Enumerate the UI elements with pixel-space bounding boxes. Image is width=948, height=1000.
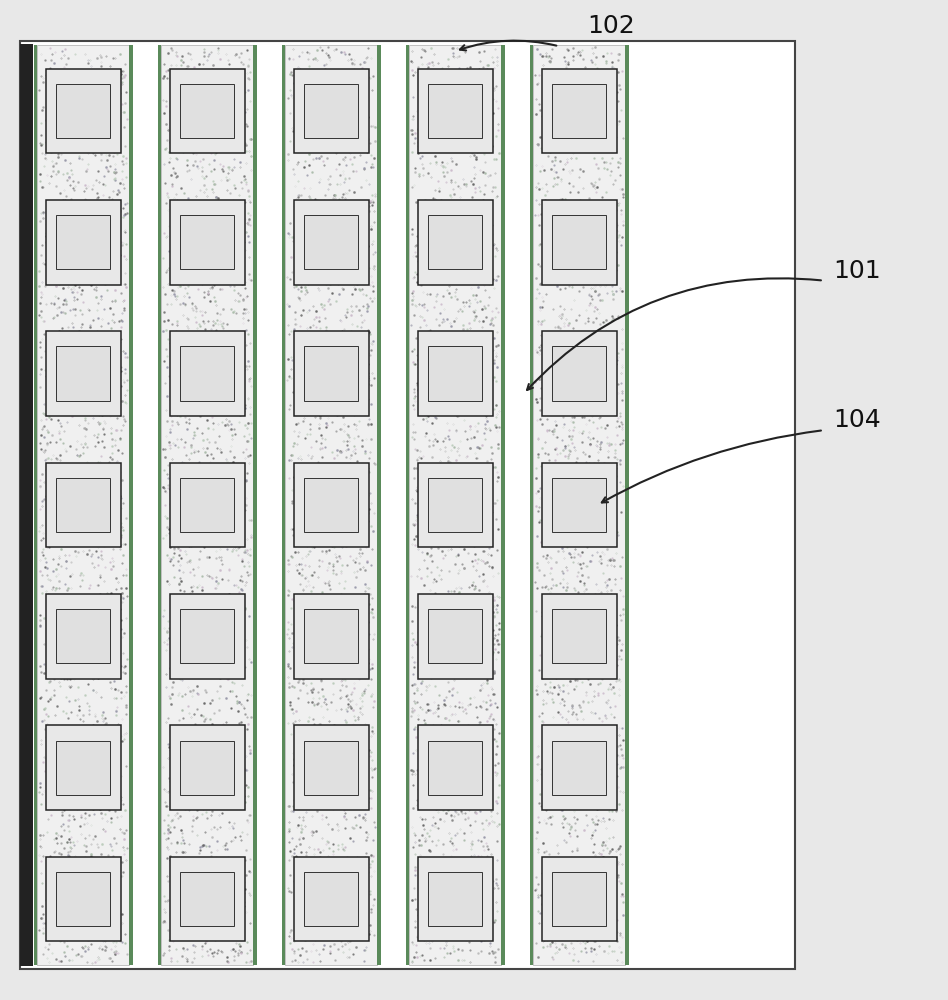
Bar (304, 741, 358, 795)
Bar (428, 84, 483, 138)
Bar (170, 857, 245, 941)
Bar (46, 331, 120, 416)
Bar (304, 84, 358, 138)
Bar (625, 45, 629, 965)
Bar (294, 857, 369, 941)
FancyArrowPatch shape (527, 278, 821, 390)
Bar (294, 69, 369, 153)
Bar (180, 872, 234, 926)
Bar (56, 478, 110, 532)
Bar (180, 478, 234, 532)
Bar (417, 725, 493, 810)
Bar (56, 84, 110, 138)
Bar (417, 69, 493, 153)
Bar (56, 346, 110, 401)
Bar (294, 331, 369, 416)
Bar (376, 45, 380, 965)
Bar (417, 331, 493, 416)
Bar (428, 215, 483, 269)
Bar (170, 725, 245, 810)
Bar (428, 346, 483, 401)
Bar (552, 478, 606, 532)
Bar (46, 857, 120, 941)
Bar (541, 857, 616, 941)
Bar (56, 609, 110, 663)
Bar (304, 346, 358, 401)
Bar (541, 463, 616, 547)
Bar (129, 45, 133, 965)
Bar (552, 84, 606, 138)
Bar (20, 41, 795, 969)
Bar (285, 45, 376, 965)
Bar (180, 346, 234, 401)
Text: 104: 104 (833, 408, 881, 432)
Bar (294, 594, 369, 679)
Bar (170, 200, 245, 285)
Bar (180, 84, 234, 138)
Text: 101: 101 (833, 259, 881, 283)
Bar (428, 478, 483, 532)
Bar (56, 741, 110, 795)
Bar (33, 45, 37, 965)
Bar (541, 69, 616, 153)
Bar (417, 594, 493, 679)
Bar (552, 741, 606, 795)
Bar (170, 331, 245, 416)
Bar (304, 215, 358, 269)
Bar (46, 725, 120, 810)
Bar (37, 45, 129, 965)
Bar (428, 741, 483, 795)
Bar (304, 609, 358, 663)
Bar (541, 594, 616, 679)
Bar (170, 463, 245, 547)
Bar (46, 463, 120, 547)
Bar (552, 215, 606, 269)
Bar (417, 463, 493, 547)
Bar (294, 725, 369, 810)
Bar (180, 609, 234, 663)
FancyArrowPatch shape (602, 431, 821, 502)
Bar (552, 609, 606, 663)
Bar (170, 69, 245, 153)
Bar (541, 200, 616, 285)
FancyArrowPatch shape (460, 41, 556, 50)
Bar (530, 45, 534, 965)
Bar (294, 463, 369, 547)
Bar (534, 45, 625, 965)
Bar (417, 857, 493, 941)
Bar (501, 45, 504, 965)
Bar (541, 725, 616, 810)
Bar (410, 45, 501, 965)
Bar (56, 872, 110, 926)
Bar (56, 215, 110, 269)
Bar (428, 872, 483, 926)
Bar (541, 331, 616, 416)
Bar (282, 45, 285, 965)
Bar (20, 44, 32, 966)
Bar (552, 346, 606, 401)
Bar (294, 200, 369, 285)
Bar (46, 594, 120, 679)
Bar (406, 45, 410, 965)
Bar (304, 872, 358, 926)
Bar (157, 45, 161, 965)
Bar (417, 200, 493, 285)
Text: 102: 102 (588, 14, 635, 38)
Bar (46, 200, 120, 285)
Bar (180, 215, 234, 269)
Bar (253, 45, 257, 965)
Bar (304, 478, 358, 532)
Bar (428, 609, 483, 663)
Bar (170, 594, 245, 679)
Bar (46, 69, 120, 153)
Bar (161, 45, 253, 965)
Bar (180, 741, 234, 795)
Bar (552, 872, 606, 926)
